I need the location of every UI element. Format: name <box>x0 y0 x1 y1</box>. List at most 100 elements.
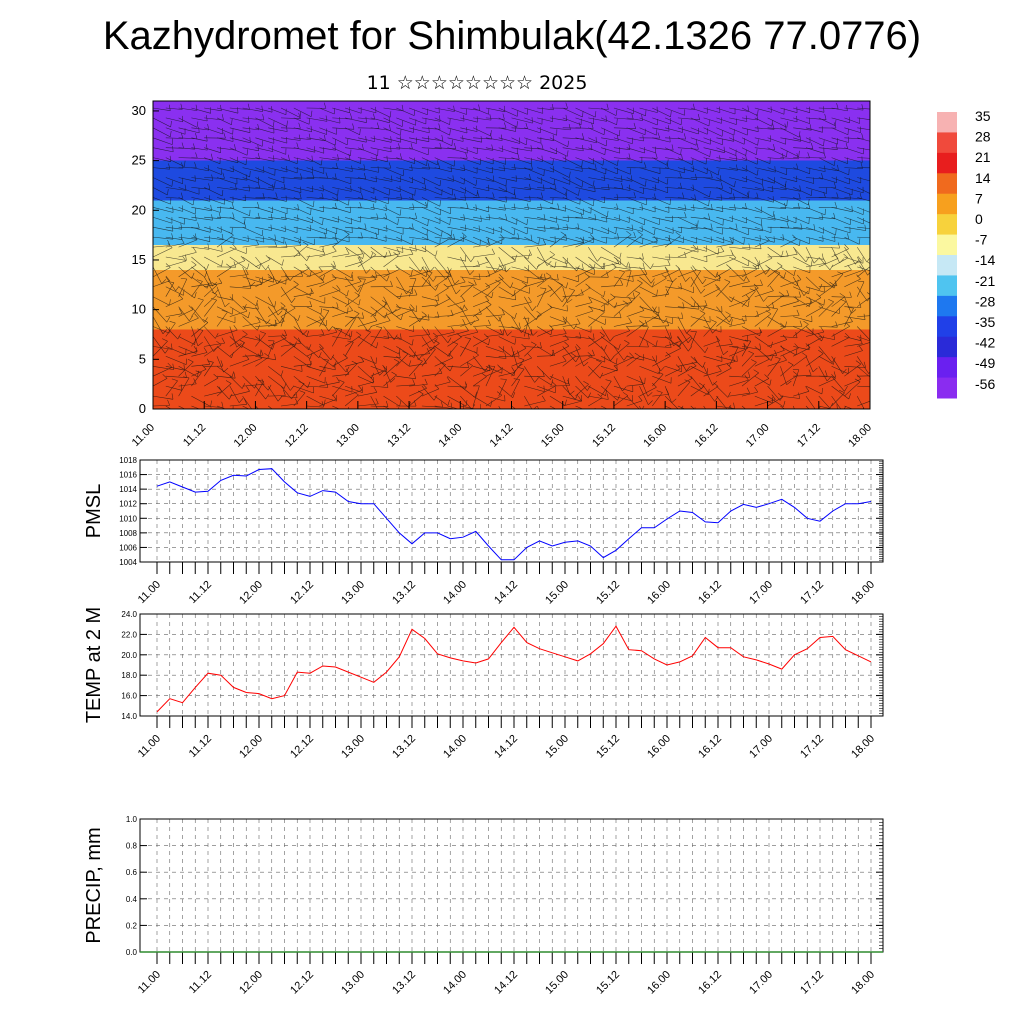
heatmap-y-tick-label: 20 <box>132 202 146 217</box>
colorbar-swatch <box>937 214 957 236</box>
pmsl-frame <box>139 459 884 563</box>
colorbar-label: -49 <box>975 355 995 371</box>
heatmap-y-tick-label: 30 <box>132 103 146 118</box>
temp-x-tick-label: 13.00 <box>339 733 367 761</box>
temp-y-tick-label: 14.0 <box>121 712 137 721</box>
pmsl-x-tick-label: 11.00 <box>136 579 163 606</box>
colorbar-label: 35 <box>975 108 991 124</box>
colorbar-swatch <box>937 357 957 379</box>
temp-x-tick-label: 18.00 <box>849 733 877 761</box>
colorbar-label: -28 <box>975 293 995 309</box>
precip-x-tick-label: 17.00 <box>747 969 775 997</box>
colorbar-label: -7 <box>975 232 988 248</box>
precip-x-tick-label: 13.12 <box>390 969 418 997</box>
heatmap-x-tick-label: 15.00 <box>539 422 567 450</box>
precip-x-tick-label: 16.00 <box>645 969 673 997</box>
heatmap-x-tick-label: 16.12 <box>693 422 721 450</box>
pmsl-x-tick-label: 12.00 <box>237 579 265 607</box>
colorbar-label: -14 <box>975 252 995 268</box>
colorbar-label: 21 <box>975 149 991 165</box>
temp-x-tick-label: 17.12 <box>798 733 826 761</box>
precip-x-tick-label: 18.00 <box>849 969 877 997</box>
heatmap-x-tick-label: 16.00 <box>641 422 669 450</box>
pmsl-y-tick-label: 1016 <box>119 471 137 480</box>
colorbar-swatch <box>937 295 957 317</box>
heatmap-panel: 0 5 10 15 20 25 30 11.00 11.12 12.00 12.12 13.00 13.… <box>130 100 874 450</box>
precip-x-tick-label: 14.12 <box>492 969 520 997</box>
colorbar-swatch <box>937 193 957 215</box>
pmsl-x-tick-label: 14.12 <box>492 579 520 607</box>
colorbar-swatch <box>937 152 957 174</box>
pmsl-y-tick-label: 1010 <box>119 514 137 523</box>
pmsl-x-tick-label: 18.00 <box>849 579 877 607</box>
temp-x-tick-label: 14.12 <box>492 733 520 761</box>
heatmap-y-tick-label: 5 <box>139 351 146 366</box>
heatmap-x-tick-label: 14.12 <box>488 422 516 450</box>
precip-x-tick-label: 11.00 <box>136 969 163 996</box>
pmsl-x-tick-label: 13.12 <box>390 579 418 607</box>
precip-y-tick-label: 0.4 <box>126 895 138 904</box>
colorbar-swatch <box>937 132 957 154</box>
precip-panel: 0.0 0.2 0.4 0.6 0.8 1.0 11.00 11.12 12.00 12.12 13… <box>83 815 884 997</box>
colorbar-label: -35 <box>975 314 995 330</box>
precip-x-tick-label: 13.00 <box>339 969 367 997</box>
heatmap-x-tick-label: 13.12 <box>385 422 413 450</box>
heatmap-x-tick-label: 15.12 <box>590 422 618 450</box>
temp-x-tick-label: 12.00 <box>237 733 265 761</box>
heatmap-x-tick-label: 11.00 <box>130 422 157 449</box>
colorbar-swatch <box>937 377 957 399</box>
colorbar-label: 14 <box>975 170 991 186</box>
colorbar-label: 0 <box>975 211 983 227</box>
temp-y-tick-label: 20.0 <box>121 651 137 660</box>
colorbar-swatch <box>937 336 957 358</box>
pmsl-y-tick-label: 1008 <box>119 529 137 538</box>
pmsl-x-tick-label: 17.00 <box>747 579 775 607</box>
precip-y-tick-label: 1.0 <box>126 815 138 824</box>
precip-x-tick-label: 12.12 <box>288 969 316 997</box>
pmsl-y-tick-label: 1018 <box>119 456 137 465</box>
colorbar: 35 28 21 14 7 0 -7 -14 -21 -28 -35 -42 -49 -56 <box>937 108 995 399</box>
temp-x-tick-label: 11.12 <box>187 733 214 760</box>
heatmap-y-tick-label: 25 <box>132 153 146 168</box>
precip-x-tick-label: 15.12 <box>594 969 622 997</box>
temp-x-tick-label: 16.12 <box>696 733 724 761</box>
heatmap-y-tick-label: 15 <box>132 252 146 267</box>
temp-x-tick-label: 14.00 <box>441 733 469 761</box>
heatmap-x-tick-label: 13.00 <box>334 422 362 450</box>
temp-x-tick-label: 17.00 <box>747 733 775 761</box>
colorbar-label: -56 <box>975 376 995 392</box>
pmsl-x-tick-label: 13.00 <box>339 579 367 607</box>
heatmap-x-tick-label: 12.00 <box>232 422 260 450</box>
pmsl-x-tick-label: 16.00 <box>645 579 673 607</box>
temp-y-tick-label: 22.0 <box>121 630 137 639</box>
precip-y-tick-label: 0.8 <box>126 842 138 851</box>
precip-x-tick-label: 16.12 <box>696 969 724 997</box>
colorbar-swatch <box>937 255 957 276</box>
pmsl-y-tick-label: 1014 <box>119 485 137 494</box>
temp-x-tick-label: 13.12 <box>390 733 418 761</box>
heatmap-x-tick-label: 12.12 <box>283 422 311 450</box>
pmsl-x-tick-label: 15.12 <box>594 579 622 607</box>
temp-y-tick-label: 16.0 <box>121 692 137 701</box>
precip-x-tick-label: 15.00 <box>543 969 571 997</box>
temp-x-tick-label: 15.00 <box>543 733 571 761</box>
temp-x-tick-label: 15.12 <box>594 733 622 761</box>
precip-y-tick-label: 0.6 <box>126 868 138 877</box>
colorbar-swatch <box>937 234 957 256</box>
precip-y-tick-label: 0.2 <box>126 921 138 930</box>
chart-title: Kazhydromet for Shimbulak(42.1326 77.077… <box>102 14 922 58</box>
colorbar-label: 7 <box>975 190 983 206</box>
colorbar-swatch <box>937 316 957 338</box>
colorbar-label: 28 <box>975 129 991 145</box>
heatmap-field <box>153 101 870 409</box>
temp-y-tick-label: 18.0 <box>121 671 137 680</box>
colorbar-swatch <box>937 173 957 195</box>
temp-x-tick-label: 11.00 <box>136 733 163 760</box>
precip-x-tick-label: 11.12 <box>187 969 214 996</box>
heatmap-x-tick-label: 14.00 <box>436 422 464 450</box>
pmsl-y-tick-label: 1006 <box>119 543 137 552</box>
heatmap-y-tick-label: 10 <box>132 302 146 317</box>
pmsl-x-tick-label: 15.00 <box>543 579 571 607</box>
wind-barbs <box>153 102 870 409</box>
temp-series-line <box>156 625 872 713</box>
